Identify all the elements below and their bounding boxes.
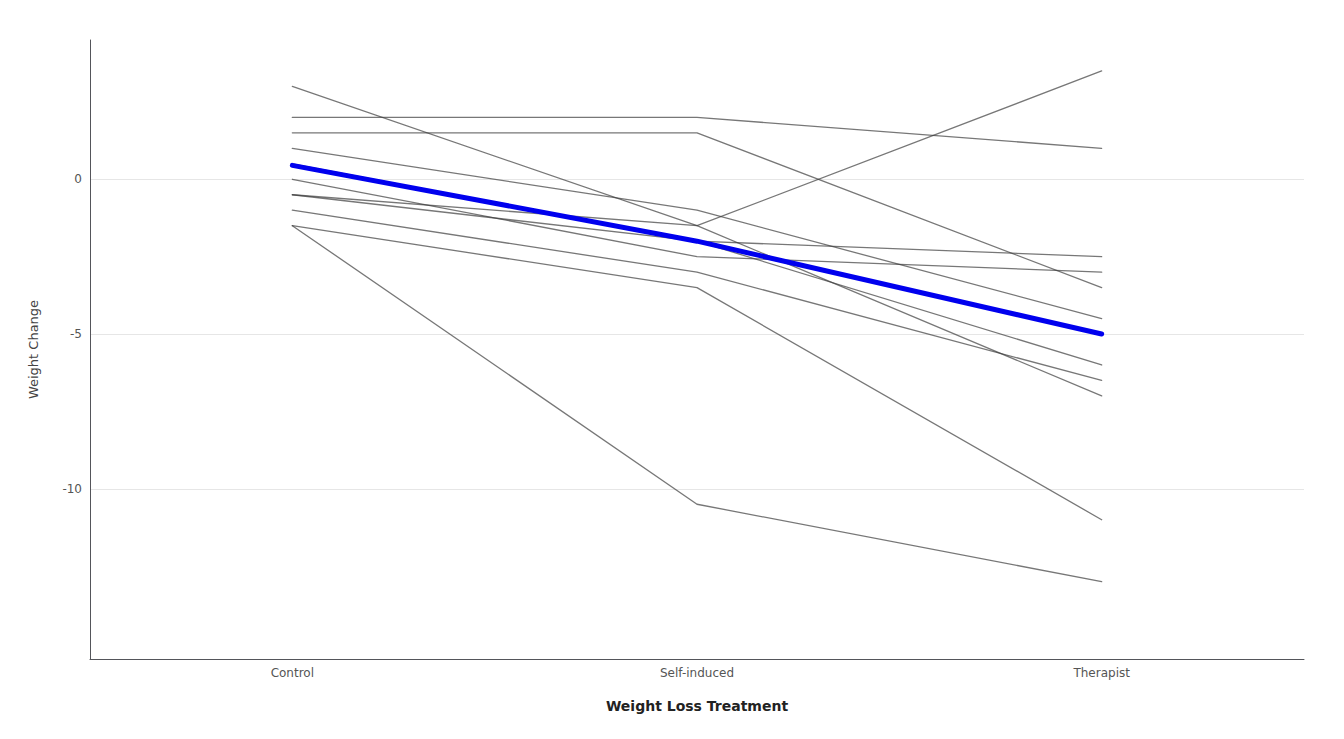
- svg-text:-5: -5: [70, 327, 82, 341]
- svg-text:Control: Control: [271, 666, 314, 680]
- svg-text:Self-induced: Self-induced: [660, 666, 734, 680]
- svg-text:-10: -10: [62, 482, 82, 496]
- svg-text:Therapist: Therapist: [1072, 666, 1130, 680]
- svg-text:Weight Change: Weight Change: [26, 300, 41, 399]
- svg-text:0: 0: [74, 172, 82, 186]
- svg-text:Weight Loss Treatment: Weight Loss Treatment: [606, 698, 788, 714]
